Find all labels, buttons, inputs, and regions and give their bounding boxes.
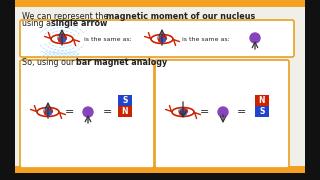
Text: bar magnet analogy: bar magnet analogy bbox=[76, 58, 167, 67]
Circle shape bbox=[162, 36, 166, 40]
Bar bbox=[15, 166, 305, 173]
FancyBboxPatch shape bbox=[155, 60, 289, 168]
Circle shape bbox=[159, 38, 163, 42]
Text: :: : bbox=[99, 19, 102, 28]
Circle shape bbox=[58, 36, 62, 40]
Circle shape bbox=[48, 109, 52, 113]
Circle shape bbox=[218, 107, 228, 117]
Bar bbox=[15, 0, 305, 7]
Circle shape bbox=[47, 111, 51, 115]
Text: ...: ... bbox=[146, 58, 154, 67]
Text: S: S bbox=[259, 107, 265, 116]
Circle shape bbox=[183, 109, 188, 113]
Circle shape bbox=[44, 109, 48, 113]
Circle shape bbox=[46, 109, 50, 113]
Circle shape bbox=[181, 109, 185, 113]
Bar bbox=[118, 95, 132, 106]
FancyBboxPatch shape bbox=[20, 20, 294, 57]
Bar bbox=[118, 106, 132, 117]
Text: single arrow: single arrow bbox=[51, 19, 108, 28]
Circle shape bbox=[62, 36, 67, 40]
Text: =: = bbox=[237, 107, 247, 117]
Text: is the same as:: is the same as: bbox=[84, 37, 132, 42]
Text: So, using our: So, using our bbox=[22, 58, 77, 67]
Bar bbox=[255, 106, 269, 117]
Text: using a: using a bbox=[22, 19, 53, 28]
Text: =: = bbox=[102, 107, 112, 117]
Text: =: = bbox=[65, 107, 75, 117]
Bar bbox=[255, 95, 269, 106]
Text: S: S bbox=[122, 96, 128, 105]
Circle shape bbox=[182, 111, 186, 115]
FancyBboxPatch shape bbox=[20, 60, 154, 168]
Text: =: = bbox=[200, 107, 210, 117]
Circle shape bbox=[250, 33, 260, 43]
Circle shape bbox=[157, 36, 162, 40]
Text: magnetic moment of our nucleus: magnetic moment of our nucleus bbox=[106, 12, 255, 21]
Text: is the same as:: is the same as: bbox=[182, 37, 230, 42]
Circle shape bbox=[161, 38, 165, 42]
Circle shape bbox=[45, 111, 49, 115]
Circle shape bbox=[61, 38, 65, 42]
Circle shape bbox=[60, 36, 64, 40]
Circle shape bbox=[160, 36, 164, 40]
Circle shape bbox=[179, 109, 183, 113]
Text: N: N bbox=[122, 107, 128, 116]
Text: N: N bbox=[259, 96, 265, 105]
Text: We can represent the: We can represent the bbox=[22, 12, 111, 21]
Circle shape bbox=[59, 38, 63, 42]
Circle shape bbox=[180, 111, 184, 115]
Circle shape bbox=[83, 107, 93, 117]
